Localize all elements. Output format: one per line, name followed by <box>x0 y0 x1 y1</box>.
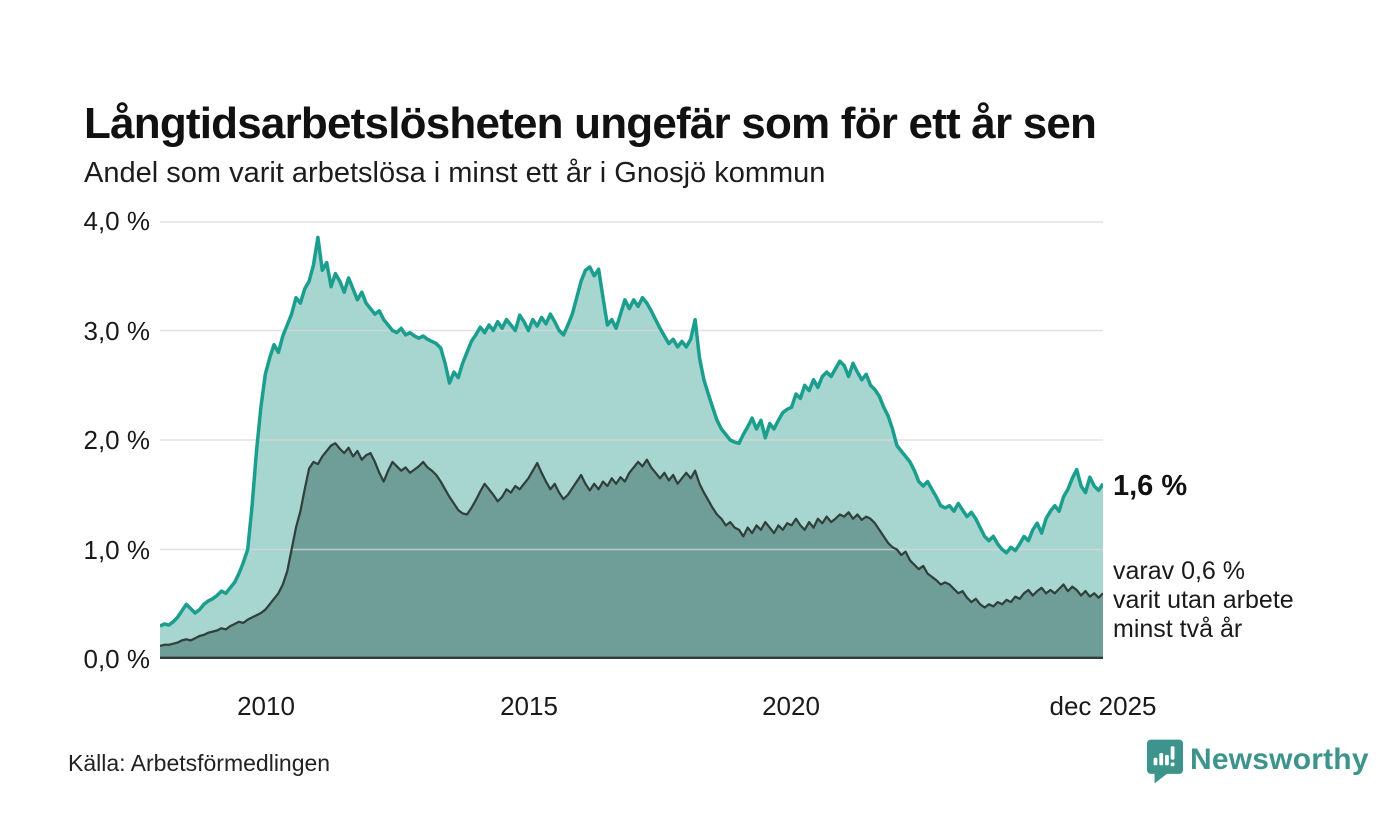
newsworthy-logo-icon <box>1146 739 1184 784</box>
y-tick-label: 2,0 % <box>83 425 151 455</box>
plot-area <box>160 221 1103 659</box>
x-tick-label: 2010 <box>237 691 295 721</box>
area-chart <box>160 221 1103 659</box>
y-tick-label: 3,0 % <box>83 316 151 346</box>
page-title: Långtidsarbetslösheten ungefär som för e… <box>84 99 1097 149</box>
note-line: varit utan arbete <box>1113 586 1294 614</box>
y-tick-label: 1,0 % <box>83 535 151 565</box>
note-line: minst två år <box>1113 615 1243 643</box>
x-tick-label: 2020 <box>762 691 820 721</box>
newsworthy-wordmark: Newsworthy <box>1190 743 1369 776</box>
two-year-note: varav 0,6 % varit utan arbete minst två … <box>1113 557 1294 644</box>
x-tick-label: dec 2025 <box>1049 691 1157 721</box>
x-tick-label: 2015 <box>500 691 558 721</box>
source-label: Källa: Arbetsförmedlingen <box>68 750 331 776</box>
note-line: varav 0,6 % <box>1113 557 1246 585</box>
y-tick-label: 4,0 % <box>83 206 151 236</box>
chart-subtitle: Andel som varit arbetslösa i minst ett å… <box>84 157 826 189</box>
y-tick-label: 0,0 % <box>83 644 151 674</box>
latest-value-label: 1,6 % <box>1113 470 1188 502</box>
